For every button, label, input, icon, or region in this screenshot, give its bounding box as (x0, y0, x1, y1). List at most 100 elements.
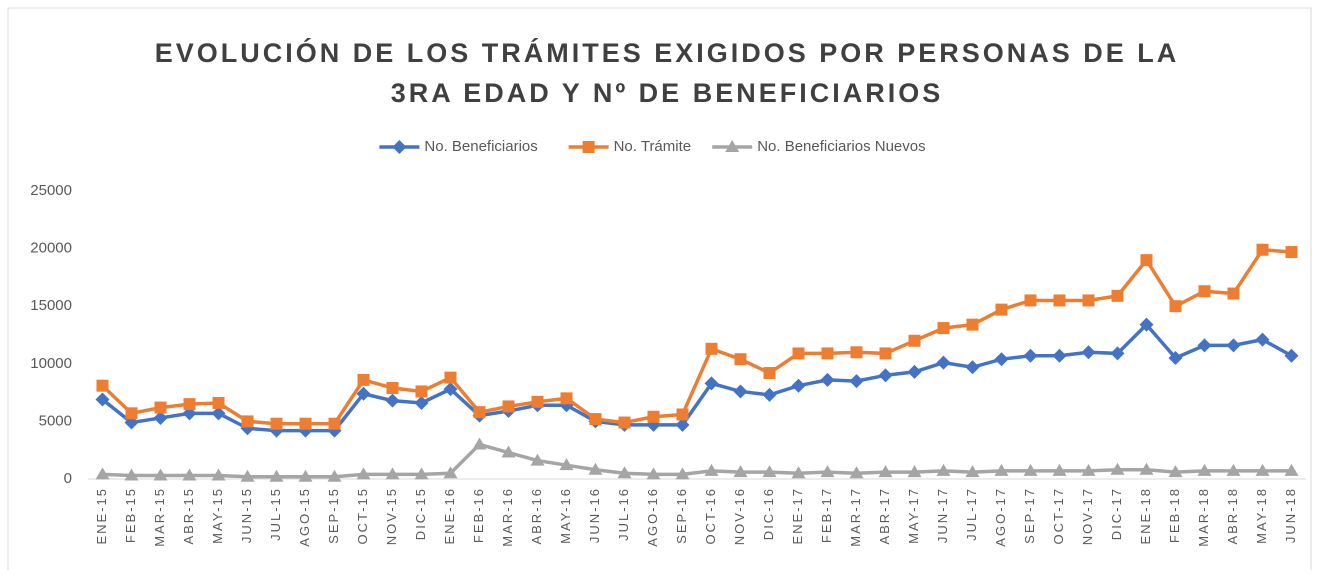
legend-label: No. Beneficiarios Nuevos (757, 138, 925, 155)
x-tick-label: DIC-15 (413, 487, 428, 540)
x-tick-label: MAR-17 (848, 487, 863, 547)
data-point (1082, 294, 1095, 307)
data-point (1285, 246, 1298, 259)
data-point (211, 468, 226, 481)
x-tick-label: ABR-18 (1225, 487, 1240, 545)
data-point (1053, 294, 1066, 307)
data-point (1139, 317, 1154, 332)
x-tick-label: NOV-17 (1080, 487, 1095, 545)
data-point (675, 417, 690, 432)
x-tick-label: MAY-17 (906, 487, 921, 544)
data-point (501, 445, 516, 458)
data-point (96, 379, 109, 392)
data-point (763, 367, 776, 380)
chart-title: EVOLUCIÓN DE LOS TRÁMITES EXIGIDOS POR P… (155, 37, 1180, 68)
data-point (1110, 346, 1125, 361)
data-point (530, 453, 545, 466)
x-tick-label: ENE-18 (1138, 487, 1153, 545)
x-tick-label: NOV-16 (732, 487, 747, 545)
data-point (1227, 287, 1240, 300)
data-point (559, 458, 574, 471)
y-tick-label: 5000 (39, 412, 72, 429)
data-point (705, 342, 718, 355)
data-point (1052, 348, 1067, 363)
x-tick-label: MAR-15 (152, 487, 167, 547)
data-point (1284, 463, 1299, 476)
y-tick-label: 0 (64, 470, 72, 487)
x-tick-label: SEP-16 (674, 487, 689, 544)
data-point (241, 415, 254, 428)
data-point (1256, 243, 1269, 256)
data-point (1111, 289, 1124, 302)
data-point (849, 374, 864, 389)
chart-title: 3RA EDAD Y Nº DE BENEFICIARIOS (391, 78, 943, 108)
y-tick-label: 25000 (30, 182, 72, 199)
x-tick-label: MAY-18 (1254, 487, 1269, 544)
data-point (415, 385, 428, 398)
data-point (1255, 332, 1270, 347)
x-tick-label: JUN-15 (239, 487, 254, 543)
data-point (1226, 463, 1241, 476)
x-tick-label: MAY-15 (210, 487, 225, 544)
data-point (386, 381, 399, 394)
data-point (124, 468, 139, 481)
legend-label: No. Beneficiarios (424, 138, 537, 155)
data-point (153, 468, 168, 481)
data-point (762, 465, 777, 478)
data-point (791, 466, 806, 479)
x-tick-label: FEB-16 (471, 487, 486, 543)
x-tick-label: FEB-15 (123, 487, 138, 543)
data-point (618, 416, 631, 429)
x-tick-label: JUL-16 (616, 487, 631, 541)
x-tick-label: ENE-17 (790, 487, 805, 545)
data-point (965, 360, 980, 375)
data-point (734, 353, 747, 366)
x-tick-label: SEP-15 (326, 487, 341, 544)
legend-marker (725, 140, 740, 152)
data-point (1255, 463, 1270, 476)
data-point (153, 410, 168, 425)
x-tick-label: NOV-15 (384, 487, 399, 545)
series-line (102, 442, 1292, 479)
x-tick-label: FEB-18 (1167, 487, 1182, 543)
x-tick-label: OCT-17 (1051, 487, 1066, 545)
legend-label: No. Trámite (614, 138, 692, 155)
legend-marker (582, 141, 595, 153)
data-point (646, 467, 661, 480)
data-point (531, 395, 544, 408)
data-point (588, 462, 603, 475)
data-point (966, 318, 979, 331)
x-tick-label: OCT-15 (355, 487, 370, 545)
data-point (560, 392, 573, 405)
data-point (995, 303, 1008, 316)
data-point (125, 407, 138, 420)
data-point (1110, 462, 1125, 475)
data-point (1140, 254, 1153, 267)
data-point (502, 400, 515, 413)
data-point (356, 467, 371, 480)
x-tick-label: JUL-17 (964, 487, 979, 541)
x-tick-label: ENE-15 (94, 487, 109, 545)
data-point (820, 372, 835, 387)
data-point (937, 322, 950, 335)
x-tick-label: JUN-18 (1283, 487, 1298, 543)
data-point (704, 376, 719, 391)
data-point (676, 408, 689, 421)
x-tick-label: MAR-16 (500, 487, 515, 547)
data-point (1197, 463, 1212, 476)
data-point (647, 410, 660, 423)
data-point (1198, 285, 1211, 298)
data-point (356, 386, 371, 401)
data-point (762, 387, 777, 402)
data-point (878, 368, 893, 383)
data-point (473, 406, 486, 419)
data-point (733, 465, 748, 478)
data-point (1169, 300, 1182, 313)
x-tick-label: JUN-17 (935, 487, 950, 543)
data-point (792, 347, 805, 360)
data-point (733, 384, 748, 399)
series-line (101, 247, 1292, 426)
data-point (183, 398, 196, 411)
y-tick-label: 15000 (30, 297, 72, 314)
